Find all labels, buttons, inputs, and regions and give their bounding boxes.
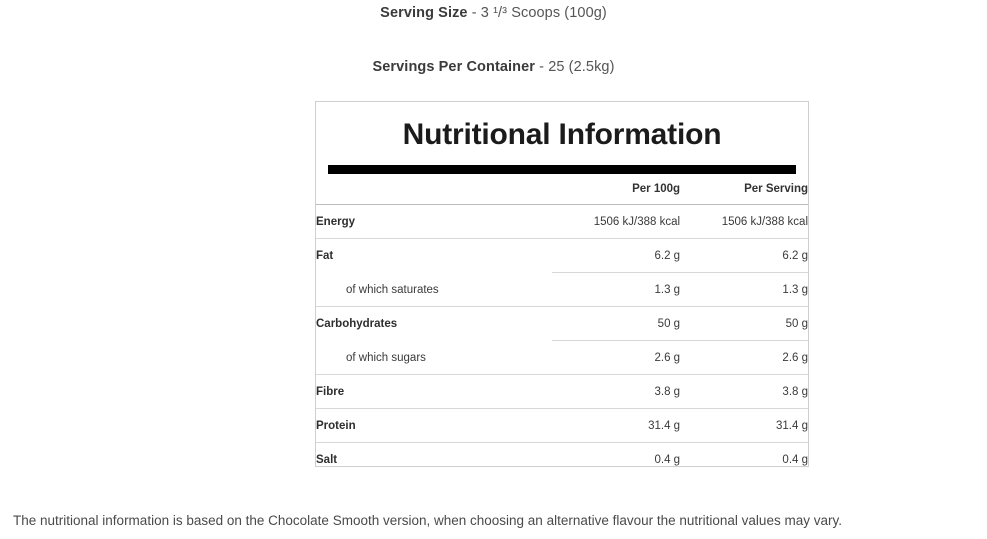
nutrient-per-serving: 1.3 g bbox=[680, 272, 808, 307]
serving-size-line: Serving Size - 3 ¹/³ Scoops (100g) bbox=[0, 5, 987, 21]
servings-per-container-line: Servings Per Container - 25 (2.5kg) bbox=[0, 59, 987, 75]
page-title: Nutritional Information bbox=[402, 118, 722, 151]
nutrient-name: Fibre bbox=[316, 374, 553, 409]
nutrient-name: Salt bbox=[316, 442, 553, 476]
table-row: of which sugars 2.6 g 2.6 g bbox=[316, 340, 808, 375]
nutrition-table: Per 100g Per Serving Energy 1506 kJ/388 k… bbox=[316, 174, 808, 476]
nutrient-per-100g: 0.4 g bbox=[552, 442, 681, 476]
nutrient-per-serving: 50 g bbox=[680, 306, 808, 341]
footnote: The nutritional information is based on … bbox=[13, 513, 842, 528]
nutrient-name: of which sugars bbox=[346, 351, 426, 364]
nutrient-per-100g: 31.4 g bbox=[552, 408, 681, 443]
nutrient-name: Protein bbox=[316, 408, 553, 443]
table-row: Fibre 3.8 g 3.8 g bbox=[316, 374, 808, 409]
nutrition-panel: Nutritional Information Per 100g Per Ser… bbox=[315, 101, 809, 476]
nutrient-per-100g: 1.3 g bbox=[552, 272, 681, 307]
servings-per-container-value: - 25 (2.5kg) bbox=[539, 59, 615, 75]
nutrient-per-100g: 6.2 g bbox=[552, 238, 681, 273]
serving-size-label: Serving Size bbox=[380, 5, 468, 21]
nutrient-name: of which saturates bbox=[346, 283, 439, 296]
nutrient-name: Energy bbox=[316, 204, 553, 239]
serving-size-value: - 3 ¹/³ Scoops (100g) bbox=[471, 5, 607, 21]
table-row: Energy 1506 kJ/388 kcal 1506 kJ/388 kcal bbox=[316, 204, 808, 239]
table-row: Carbohydrates 50 g 50 g bbox=[316, 306, 808, 341]
nutrient-name: Carbohydrates bbox=[316, 306, 553, 341]
nutrient-per-100g: 2.6 g bbox=[552, 340, 681, 375]
nutrient-per-100g: 1506 kJ/388 kcal bbox=[552, 204, 681, 239]
table-row: of which saturates 1.3 g 1.3 g bbox=[316, 272, 808, 307]
servings-per-container-label: Servings Per Container bbox=[372, 59, 536, 75]
nutrient-per-serving: 2.6 g bbox=[680, 340, 808, 375]
column-header-per-100g: Per 100g bbox=[632, 183, 681, 195]
nutrient-per-serving: 1506 kJ/388 kcal bbox=[680, 204, 808, 239]
table-body: Energy 1506 kJ/388 kcal 1506 kJ/388 kcal Fa… bbox=[316, 204, 808, 476]
table-row: Protein 31.4 g 31.4 g bbox=[316, 408, 808, 443]
nutrient-per-serving: 31.4 g bbox=[680, 408, 808, 443]
nutrient-per-100g: 3.8 g bbox=[552, 374, 681, 409]
nutrient-name: Fat bbox=[316, 238, 553, 273]
column-header-per-serving: Per Serving bbox=[744, 183, 808, 195]
column-header-nutrient bbox=[316, 174, 552, 205]
table-row: Salt 0.4 g 0.4 g bbox=[316, 442, 808, 476]
table-header-row: Per 100g Per Serving bbox=[316, 174, 808, 205]
nutrient-per-100g: 50 g bbox=[552, 306, 681, 341]
table-row: Fat 6.2 g 6.2 g bbox=[316, 238, 808, 273]
nutrient-per-serving: 0.4 g bbox=[680, 442, 808, 476]
title-divider bbox=[328, 165, 796, 174]
table-header: Per 100g Per Serving bbox=[316, 174, 808, 205]
nutrient-per-serving: 3.8 g bbox=[680, 374, 808, 409]
nutrient-per-serving: 6.2 g bbox=[680, 238, 808, 273]
